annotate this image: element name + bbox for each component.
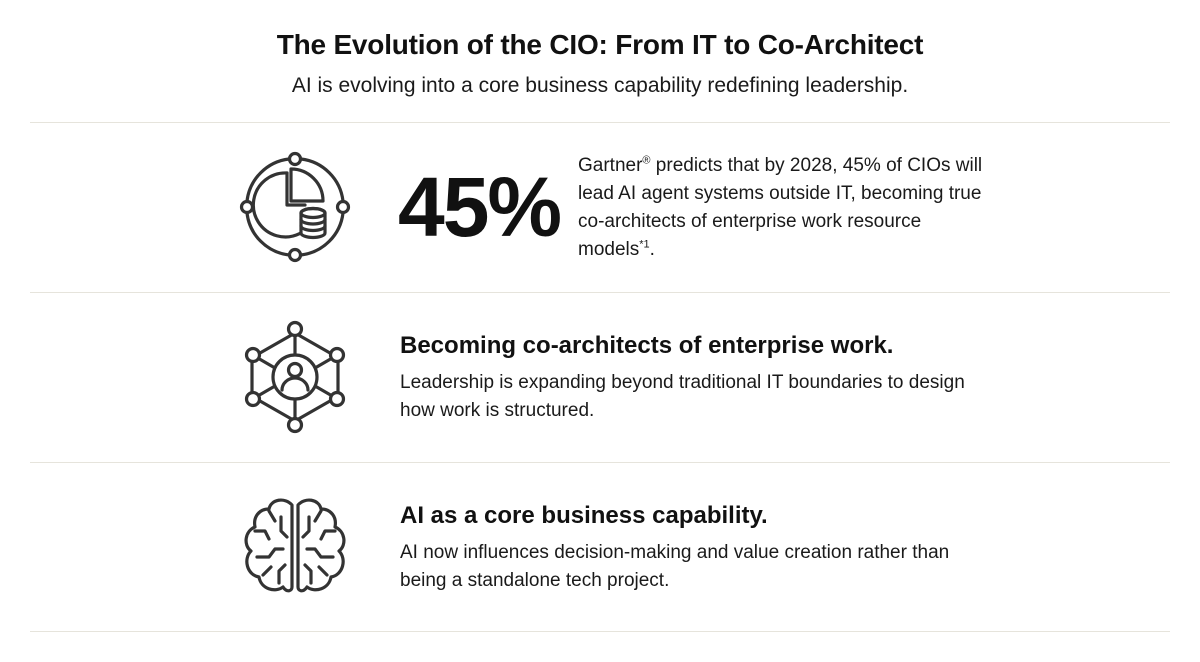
registered-mark: ® (642, 154, 651, 167)
divider-top (30, 122, 1170, 123)
footnote-mark: *1 (639, 238, 650, 251)
row-body-ai-capability: AI now influences decision-making and va… (400, 542, 950, 591)
stat-text-start: Gartner (578, 155, 643, 176)
divider-bottom (30, 631, 1170, 632)
network-person-icon (235, 317, 355, 437)
page-subtitle: AI is evolving into a core business capa… (291, 74, 909, 97)
divider-2 (30, 462, 1170, 463)
stat-text-main: predicts that by 2028, 45% of CIOs will … (578, 155, 983, 260)
row-heading-co-architects: Becoming co-architects of enterprise wor… (400, 332, 894, 359)
divider-1 (30, 292, 1170, 293)
row-body-co-architects: Leadership is expanding beyond tradition… (400, 372, 965, 421)
pie-chart-database-icon (235, 147, 355, 267)
stat-value: 45% (398, 160, 562, 254)
page-title: The Evolution of the CIO: From IT to Co-… (276, 29, 924, 60)
stat-text-end: . (649, 239, 655, 260)
stat-description: Gartner® predicts that by 2028, 45% of C… (578, 152, 998, 264)
brain-circuit-icon (235, 487, 355, 607)
row-heading-ai-capability: AI as a core business capability. (400, 502, 768, 529)
